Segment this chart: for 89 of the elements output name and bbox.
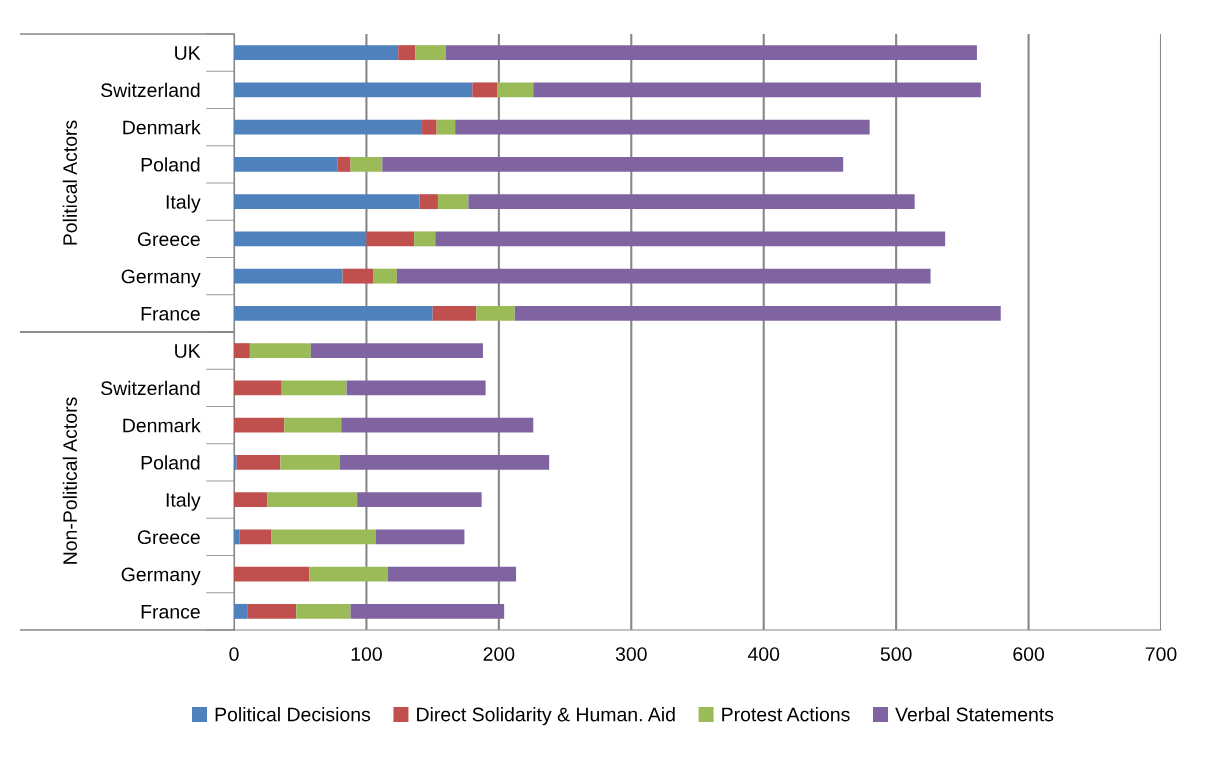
bar (310, 343, 483, 359)
bar (284, 417, 342, 433)
y-tick-label: UK (175, 46, 201, 60)
x-tick-label: 400 (747, 647, 780, 661)
bar (445, 45, 977, 61)
bar (366, 231, 415, 247)
legend-label: Verbal Statements (895, 707, 1054, 722)
bar (497, 82, 534, 98)
bar (234, 492, 268, 508)
bar (234, 194, 420, 210)
x-tick-label: 500 (880, 647, 912, 661)
y-tick-label: Germany (121, 567, 201, 586)
bar (514, 305, 1001, 321)
bar (533, 82, 981, 98)
bar (455, 119, 870, 135)
bar (357, 492, 482, 508)
bar (234, 305, 433, 321)
y-tick-label: Italy (166, 194, 201, 213)
bar (387, 566, 517, 582)
y-tick-label: Denmark (123, 418, 201, 433)
x-tick-label: 200 (483, 647, 515, 661)
bar (415, 45, 446, 61)
bar (414, 231, 436, 247)
bar (296, 603, 351, 619)
bar (234, 82, 473, 98)
bar (342, 268, 374, 284)
bar (337, 156, 351, 172)
y-tick-label: France (141, 605, 200, 619)
bar (309, 566, 388, 582)
bar (396, 268, 931, 284)
bar (339, 454, 550, 470)
y-tick-label: Greece (137, 232, 200, 247)
bar (373, 268, 397, 284)
x-tick-label: 100 (351, 647, 382, 661)
bar (476, 305, 515, 321)
bar (432, 305, 477, 321)
bar (234, 566, 310, 582)
y-tick-label: Switzerland (101, 82, 200, 98)
bar (346, 380, 486, 396)
text: Political Actors (62, 120, 77, 245)
bar (350, 156, 383, 172)
x-tick-label: 300 (615, 647, 647, 661)
legend-label: Political Decisions (215, 707, 371, 722)
bar (234, 603, 248, 619)
bar (234, 268, 343, 284)
bar (422, 119, 437, 135)
bar (249, 343, 311, 359)
bar (435, 231, 946, 247)
y-tick-label: Italy (166, 492, 201, 511)
bar (341, 417, 534, 433)
bar (234, 45, 399, 61)
bar (247, 603, 297, 619)
y-tick-label: Poland (141, 157, 200, 172)
y-tick-label: Switzerland (101, 380, 200, 396)
bar (437, 194, 469, 210)
y-tick-label: UK (175, 344, 201, 358)
legend-label: Protest Actions (722, 707, 850, 722)
bar (271, 529, 376, 545)
text: Non-Political Actors (62, 397, 77, 564)
bar (234, 156, 338, 172)
bar (375, 529, 465, 545)
bar (280, 454, 340, 470)
bar (436, 119, 456, 135)
bar (267, 492, 358, 508)
bar (239, 529, 272, 545)
y-tick-label: Germany (121, 269, 201, 288)
bar (234, 454, 237, 470)
y-tick-label: Greece (137, 530, 200, 545)
bar (236, 454, 281, 470)
bar (234, 119, 423, 135)
bar (234, 417, 285, 433)
bar (419, 194, 438, 210)
bar (468, 194, 915, 210)
bar (350, 603, 505, 619)
y-tick-label: Poland (141, 455, 200, 470)
bar (472, 82, 498, 98)
bar (281, 380, 347, 396)
bar (398, 45, 416, 61)
bar (234, 529, 240, 545)
bar (382, 156, 844, 172)
bar (234, 231, 367, 247)
legend-label: Direct Solidarity & Human. Aid (417, 707, 675, 726)
x-tick-label: 700 (1145, 647, 1177, 661)
y-tick-label: Denmark (123, 120, 201, 135)
bar (234, 343, 250, 359)
x-tick-label: 0 (229, 647, 239, 661)
y-tick-label: France (141, 307, 200, 321)
x-tick-label: 600 (1013, 647, 1045, 661)
bar (234, 380, 282, 396)
